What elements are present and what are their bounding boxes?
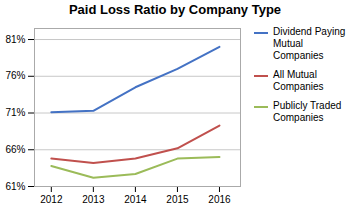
svg-text:71%: 71% bbox=[5, 107, 25, 118]
svg-text:2016: 2016 bbox=[208, 194, 231, 205]
html-text:Dividend Paying Mutual Compani: Dividend Paying Mutual Companies bbox=[273, 26, 346, 61]
svg-text:2013: 2013 bbox=[82, 194, 105, 205]
svg-text:81%: 81% bbox=[5, 34, 25, 45]
html-text:Publicly Traded Companies: Publicly Traded Companies bbox=[273, 100, 342, 123]
svg-text:2012: 2012 bbox=[40, 194, 63, 205]
svg-text:2015: 2015 bbox=[166, 194, 189, 205]
html-text:All Mutual Companies: All Mutual Companies bbox=[273, 69, 324, 92]
svg-text:66%: 66% bbox=[5, 144, 25, 155]
svg-text:2014: 2014 bbox=[124, 194, 147, 205]
svg-text:61%: 61% bbox=[5, 181, 25, 192]
html-text:Paid Loss Ratio by Company Typ: Paid Loss Ratio by Company Type bbox=[68, 2, 282, 17]
svg-text:76%: 76% bbox=[5, 70, 25, 81]
